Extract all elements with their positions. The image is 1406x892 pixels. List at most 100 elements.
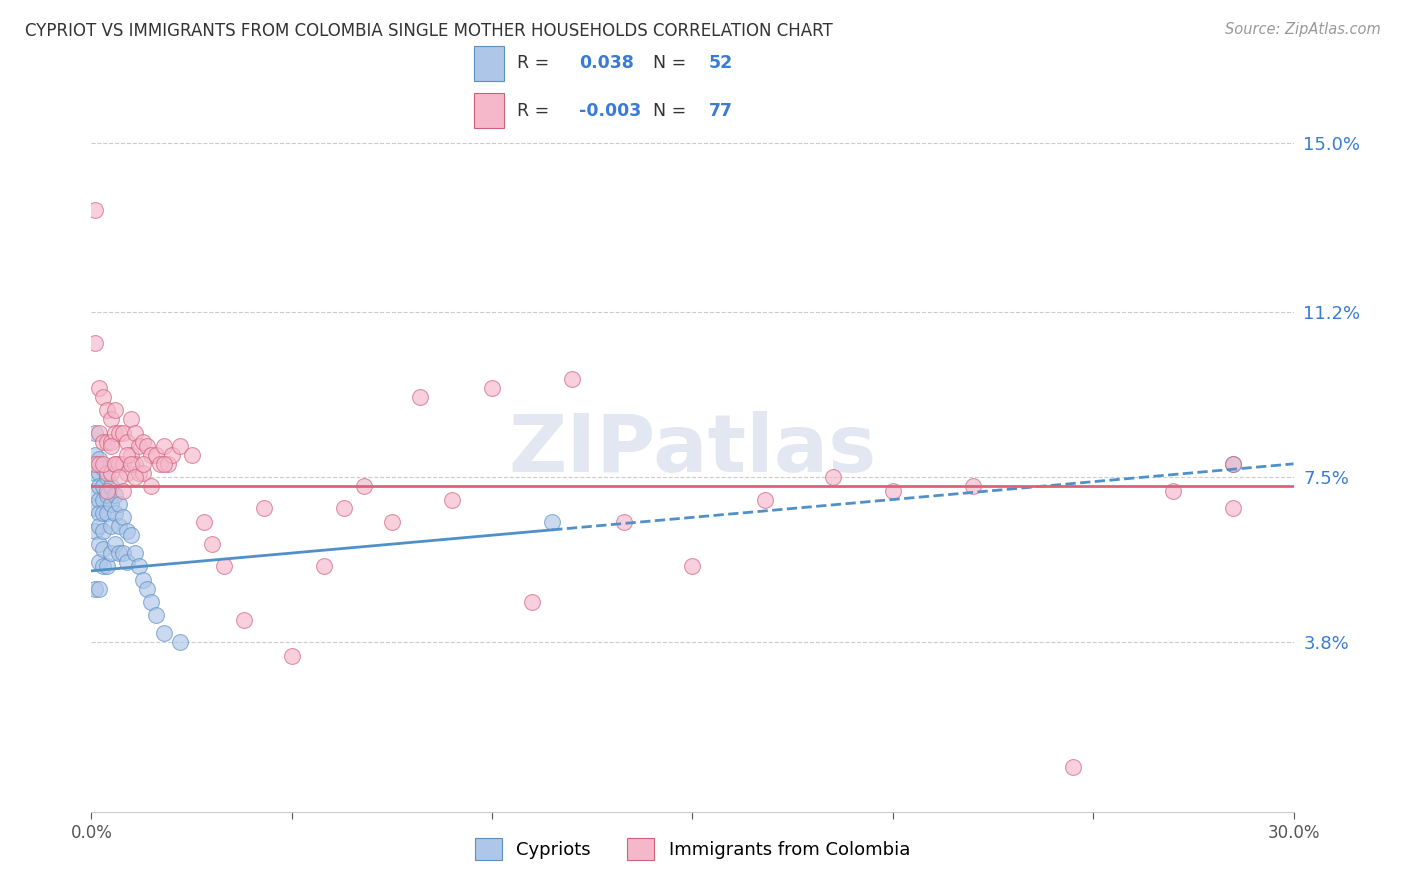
Point xyxy=(96,506,118,520)
Point xyxy=(124,470,146,484)
Point xyxy=(112,546,135,560)
Point xyxy=(89,479,111,493)
Point xyxy=(232,613,254,627)
Point xyxy=(132,434,155,449)
Point xyxy=(145,448,167,462)
Text: R =: R = xyxy=(517,54,554,72)
Point xyxy=(1163,483,1185,498)
Point xyxy=(112,483,135,498)
Point xyxy=(117,524,139,538)
Point xyxy=(93,461,115,475)
Point xyxy=(962,479,984,493)
Point xyxy=(353,479,375,493)
Point xyxy=(754,492,776,507)
Point xyxy=(100,466,122,480)
Text: N =: N = xyxy=(652,54,692,72)
Point xyxy=(100,479,122,493)
Point xyxy=(96,470,118,484)
Point xyxy=(409,390,432,404)
Point xyxy=(148,457,170,471)
Point xyxy=(1222,501,1244,516)
Point xyxy=(152,626,174,640)
Point xyxy=(253,501,276,516)
Point xyxy=(89,582,111,596)
Point xyxy=(100,497,122,511)
Point xyxy=(108,470,131,484)
Point xyxy=(93,524,115,538)
Legend: Cypriots, Immigrants from Colombia: Cypriots, Immigrants from Colombia xyxy=(468,831,917,868)
Point xyxy=(93,541,115,556)
Text: N =: N = xyxy=(652,102,692,120)
Point xyxy=(93,492,115,507)
Point xyxy=(124,546,146,560)
Point xyxy=(96,488,118,502)
Point xyxy=(112,510,135,524)
Point xyxy=(381,515,404,529)
Point xyxy=(89,555,111,569)
Point xyxy=(180,448,202,462)
Point xyxy=(440,492,463,507)
Point xyxy=(128,559,150,574)
Point xyxy=(93,390,115,404)
Point xyxy=(141,479,163,493)
Point xyxy=(121,412,143,426)
Point xyxy=(541,515,564,529)
Point xyxy=(84,582,107,596)
Point xyxy=(84,483,107,498)
Point xyxy=(117,434,139,449)
Point xyxy=(160,448,183,462)
Point xyxy=(613,515,636,529)
Point xyxy=(136,582,159,596)
Point xyxy=(333,501,356,516)
Point xyxy=(821,470,844,484)
Point xyxy=(136,439,159,453)
Point xyxy=(104,488,127,502)
Point xyxy=(84,524,107,538)
Point xyxy=(108,546,131,560)
Text: ZIPatlas: ZIPatlas xyxy=(509,411,876,490)
Point xyxy=(882,483,904,498)
Point xyxy=(104,425,127,440)
Point xyxy=(89,537,111,551)
Point xyxy=(93,559,115,574)
Point xyxy=(100,412,122,426)
Point xyxy=(93,457,115,471)
Point xyxy=(96,434,118,449)
Point xyxy=(1062,760,1084,774)
Point xyxy=(1222,457,1244,471)
Point xyxy=(89,425,111,440)
Point xyxy=(212,559,235,574)
Point xyxy=(132,573,155,587)
Point xyxy=(84,336,107,351)
Text: 0.038: 0.038 xyxy=(579,54,634,72)
Point xyxy=(84,425,107,440)
Point xyxy=(169,635,191,649)
Point xyxy=(145,608,167,623)
Point xyxy=(84,457,107,471)
Point xyxy=(108,519,131,533)
Point xyxy=(93,479,115,493)
Point xyxy=(100,434,122,449)
Point xyxy=(312,559,335,574)
Point xyxy=(141,448,163,462)
Point xyxy=(121,448,143,462)
Point xyxy=(96,483,118,498)
Point xyxy=(193,515,215,529)
Point xyxy=(112,425,135,440)
Point xyxy=(104,537,127,551)
Bar xyxy=(474,93,505,128)
Point xyxy=(124,457,146,471)
Point xyxy=(108,457,131,471)
Point xyxy=(96,403,118,417)
Point xyxy=(117,555,139,569)
Point xyxy=(93,434,115,449)
Point xyxy=(132,466,155,480)
Point xyxy=(112,457,135,471)
Point xyxy=(89,492,111,507)
Point xyxy=(89,457,111,471)
Point xyxy=(1222,457,1244,471)
Point xyxy=(84,466,107,480)
Point xyxy=(96,559,118,574)
Point xyxy=(121,457,143,471)
Point xyxy=(104,506,127,520)
